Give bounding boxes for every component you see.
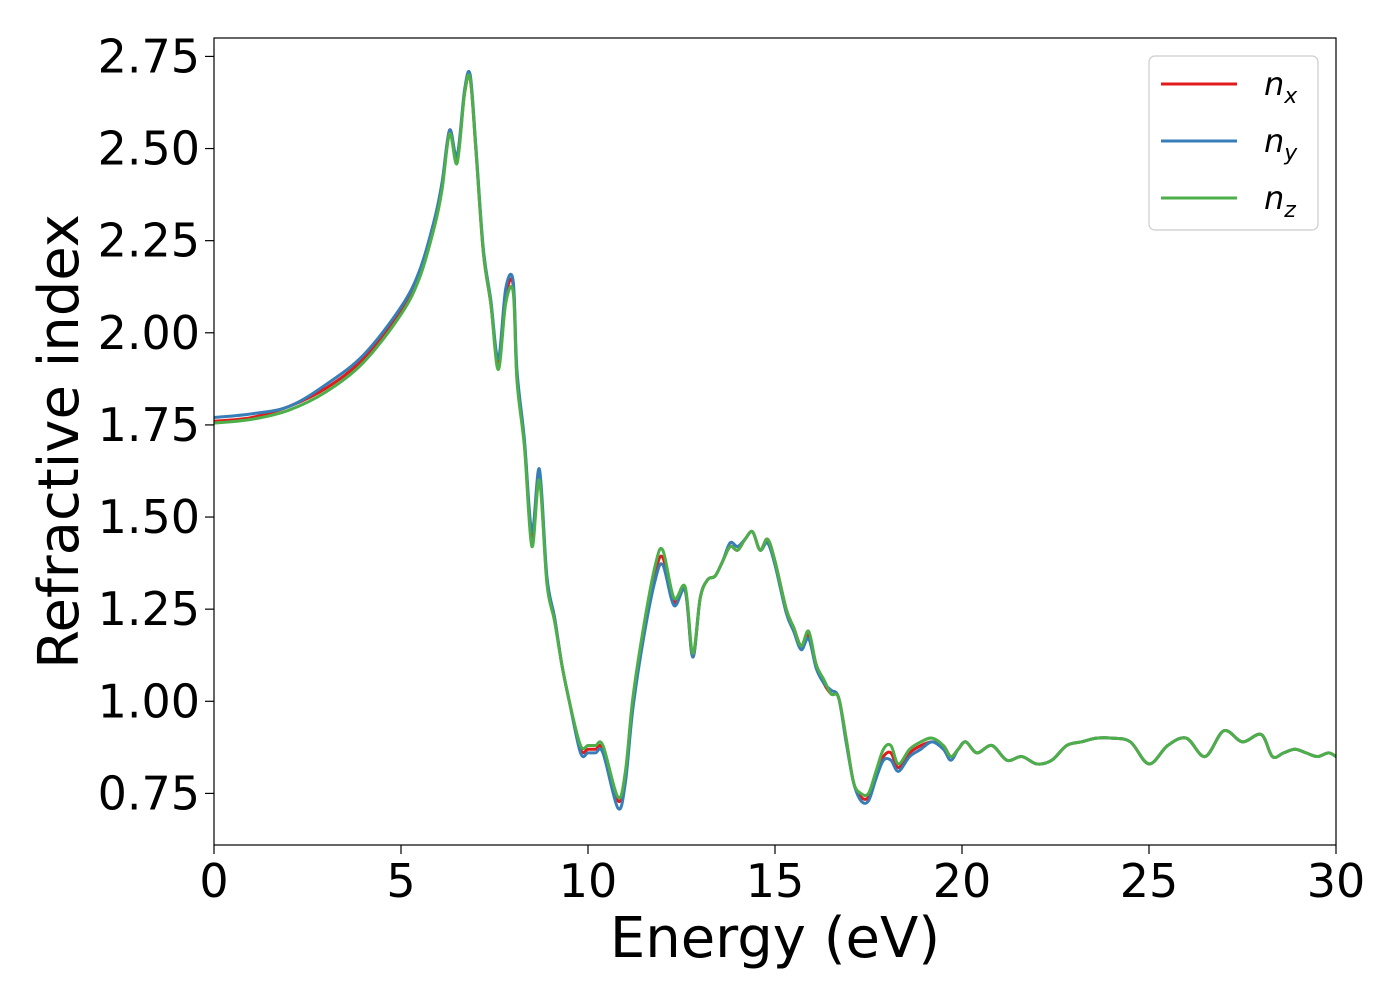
ticks-layer: 0 5 10 15 20 25 30 0.75 1.00 1.25 1.50 1.75 2.00 2.25… bbox=[98, 29, 1366, 908]
x-tick-label: 30 bbox=[1307, 854, 1366, 908]
x-tick-label: 15 bbox=[746, 854, 805, 908]
y-tick-label: 2.50 bbox=[98, 122, 200, 176]
y-tick-label: 1.50 bbox=[98, 490, 200, 544]
y-tick-label: 1.75 bbox=[98, 398, 200, 452]
series-layer bbox=[214, 69, 1336, 811]
x-axis-title: Energy (eV) bbox=[610, 906, 940, 971]
y-tick-label: 2.25 bbox=[98, 214, 200, 268]
y-tick-label: 0.75 bbox=[98, 766, 200, 820]
x-tick-label: 20 bbox=[933, 854, 992, 908]
legend-label-y: ny bbox=[1264, 122, 1298, 166]
x-tick-label: 5 bbox=[386, 854, 415, 908]
x-tick-label: 25 bbox=[1120, 854, 1179, 908]
y-tick-label: 1.25 bbox=[98, 582, 200, 636]
series-line-z bbox=[214, 73, 1336, 800]
y-tick-label: 2.75 bbox=[98, 29, 200, 83]
x-tick-label: 0 bbox=[199, 854, 228, 908]
y-tick-label: 1.00 bbox=[98, 674, 200, 728]
y-axis-title: Refractive index bbox=[27, 214, 92, 669]
legend-box bbox=[1148, 55, 1319, 231]
x-tick-label: 10 bbox=[559, 854, 618, 908]
y-tick-label: 2.00 bbox=[98, 306, 200, 360]
